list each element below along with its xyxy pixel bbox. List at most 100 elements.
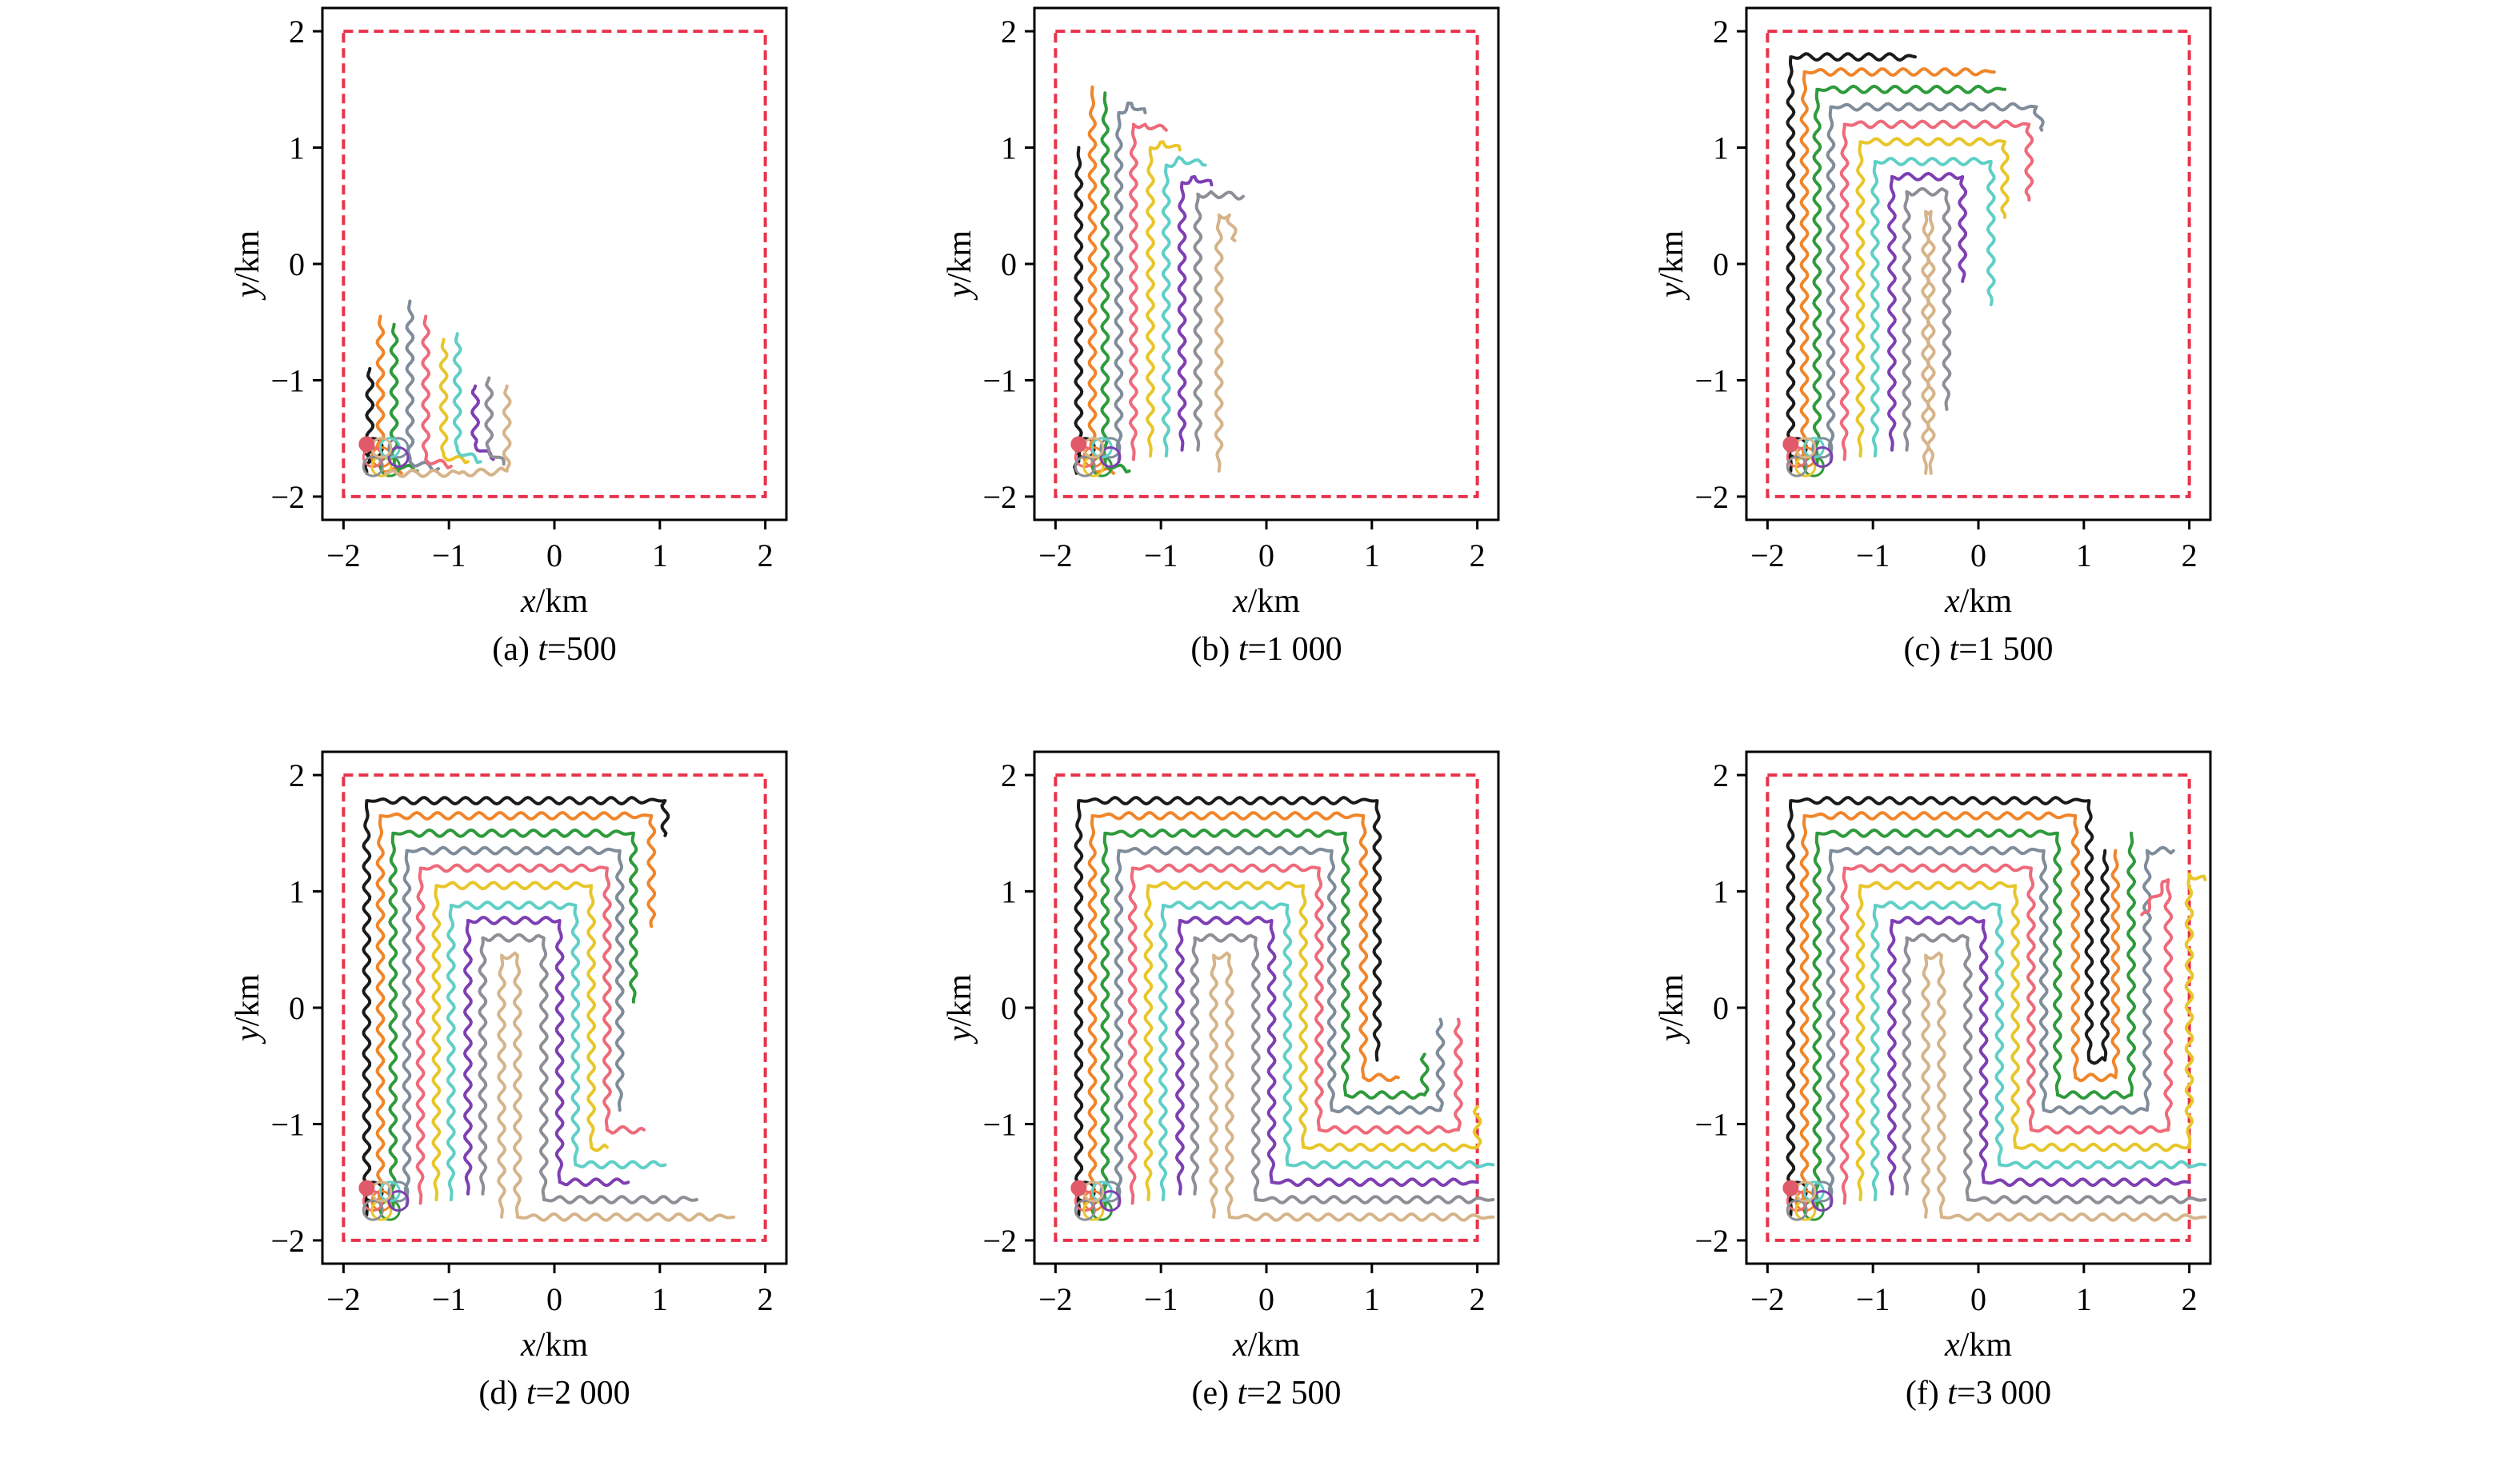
y-tick-label: −2 <box>270 1223 305 1259</box>
x-tick-label: 2 <box>758 1281 774 1317</box>
start-loop-9 <box>1074 455 1096 477</box>
y-tick-label: 2 <box>289 14 305 50</box>
trajectory-9 <box>484 376 506 466</box>
y-tick-label: 1 <box>1713 130 1729 166</box>
y-tick-label: 0 <box>289 246 305 282</box>
x-tick-label: 0 <box>1258 1281 1274 1317</box>
trajectory-2 <box>375 811 657 1213</box>
trajectory-1 <box>1074 796 1382 1216</box>
trajectory-2 <box>1087 811 1400 1213</box>
y-tick-label: 0 <box>1001 990 1017 1026</box>
start-loop-9 <box>362 455 384 477</box>
trajectory-10 <box>1921 951 2207 1222</box>
y-axis-label: y/km <box>942 230 978 301</box>
y-tick-label: 2 <box>1713 14 1729 50</box>
x-axis-label: x/km <box>1944 1327 2012 1364</box>
y-axis-label: y/km <box>1654 974 1690 1045</box>
trajectory-10 <box>1214 213 1238 473</box>
x-tick-label: 2 <box>1470 537 1486 573</box>
y-tick-label: −1 <box>982 362 1017 398</box>
x-tick-label: −1 <box>432 1281 466 1317</box>
trajectory-9 <box>1902 933 2207 1204</box>
panel-caption: (e) t=2 500 <box>1192 1375 1342 1412</box>
trajectory-7 <box>1870 157 1996 457</box>
trajectory-9 <box>1193 190 1245 452</box>
panel-f: −2 −1 0 1 2 −2 −1 0 1 2 x/km y/km (f) t=3 000 <box>1654 750 2212 1412</box>
trajectory-7 <box>452 332 482 465</box>
y-tick-label: 2 <box>1001 757 1017 793</box>
y-axis-label: y/km <box>230 974 266 1045</box>
panel-caption: (d) t=2 000 <box>478 1375 630 1412</box>
start-loop-4 <box>1099 1180 1122 1203</box>
y-tick-label: 1 <box>289 874 305 910</box>
x-axis-label: x/km <box>1944 583 2012 620</box>
start-loop-8 <box>387 445 410 468</box>
y-tick-label: −2 <box>1694 1223 1729 1259</box>
trajectory-1 <box>1786 52 1917 473</box>
x-tick-label: −2 <box>326 537 361 573</box>
trajectory-4 <box>1826 102 2045 464</box>
y-tick-label: −1 <box>270 362 305 398</box>
y-tick-label: −2 <box>982 479 1017 515</box>
x-tick-label: 1 <box>652 1281 668 1317</box>
boundary-rect <box>1766 30 2191 498</box>
trajectory-10 <box>384 384 512 478</box>
start-loop-4 <box>1099 437 1122 459</box>
trajectory-3 <box>1100 91 1131 473</box>
trajectory-7 <box>1870 901 2207 1201</box>
panel-caption: (f) t=3 000 <box>1906 1375 2051 1412</box>
trajectory-8 <box>470 384 495 461</box>
x-tick-label: −1 <box>1856 537 1890 573</box>
x-tick-label: −1 <box>1856 1281 1890 1317</box>
start-marker <box>1070 1180 1087 1196</box>
y-tick-label: 1 <box>289 130 305 166</box>
trajectory-3 <box>1812 828 2137 1210</box>
x-tick-label: 0 <box>546 1281 562 1317</box>
start-loop-9 <box>1786 1199 1808 1221</box>
x-tick-label: 2 <box>2182 537 2198 573</box>
trajectory-5 <box>1128 122 1168 461</box>
trajectory-8 <box>1886 915 2191 1196</box>
trajectory-10 <box>497 951 736 1222</box>
trajectory-5 <box>415 863 646 1205</box>
y-axis-label: y/km <box>230 230 266 301</box>
x-axis-label: x/km <box>520 1327 588 1364</box>
x-tick-label: 0 <box>1970 1281 1986 1317</box>
x-tick-label: −2 <box>1750 537 1785 573</box>
panel-b: −2 −1 0 1 2 −2 −1 0 1 2 x/km y/km (b) t=1 000 <box>942 6 1500 668</box>
start-marker <box>1070 436 1087 453</box>
trajectory-10 <box>1921 210 1936 475</box>
x-axis-label: x/km <box>1232 583 1300 620</box>
trajectory-9 <box>478 933 698 1204</box>
x-tick-label: −1 <box>432 537 466 573</box>
trajectory-4 <box>1826 845 2175 1208</box>
start-loop-8 <box>387 1189 410 1212</box>
y-tick-label: −1 <box>270 1106 305 1142</box>
y-tick-label: −1 <box>1694 362 1729 398</box>
trajectory-7 <box>1158 901 1495 1201</box>
x-axis-label: x/km <box>1232 1327 1300 1364</box>
trajectory-4 <box>1114 845 1446 1208</box>
panel-e: −2 −1 0 1 2 −2 −1 0 1 2 x/km y/km (e) t=2 500 <box>942 750 1500 1412</box>
x-tick-label: 1 <box>652 537 668 573</box>
trajectory-2 <box>1087 85 1115 475</box>
y-tick-label: 2 <box>1001 14 1017 50</box>
trajectory-1 <box>362 796 670 1216</box>
x-tick-label: −2 <box>1038 1281 1073 1317</box>
start-loop-9 <box>362 1199 384 1221</box>
trajectory-10 <box>1209 951 1495 1222</box>
boundary-rect <box>1766 773 2191 1242</box>
start-loop-8 <box>1811 1189 1834 1212</box>
x-tick-label: 1 <box>1364 537 1380 573</box>
start-loop-9 <box>1786 455 1808 477</box>
trajectory-6 <box>438 338 470 465</box>
y-tick-label: 0 <box>1001 246 1017 282</box>
y-tick-label: 1 <box>1713 874 1729 910</box>
start-loop-4 <box>387 437 410 459</box>
panel-d: −2 −1 0 1 2 −2 −1 0 1 2 x/km y/km (d) t=2 000 <box>230 750 788 1412</box>
start-loop-4 <box>1811 437 1834 459</box>
x-tick-label: 2 <box>758 537 774 573</box>
start-loop-4 <box>1811 1180 1834 1203</box>
trajectory-1 <box>1786 796 2110 1216</box>
